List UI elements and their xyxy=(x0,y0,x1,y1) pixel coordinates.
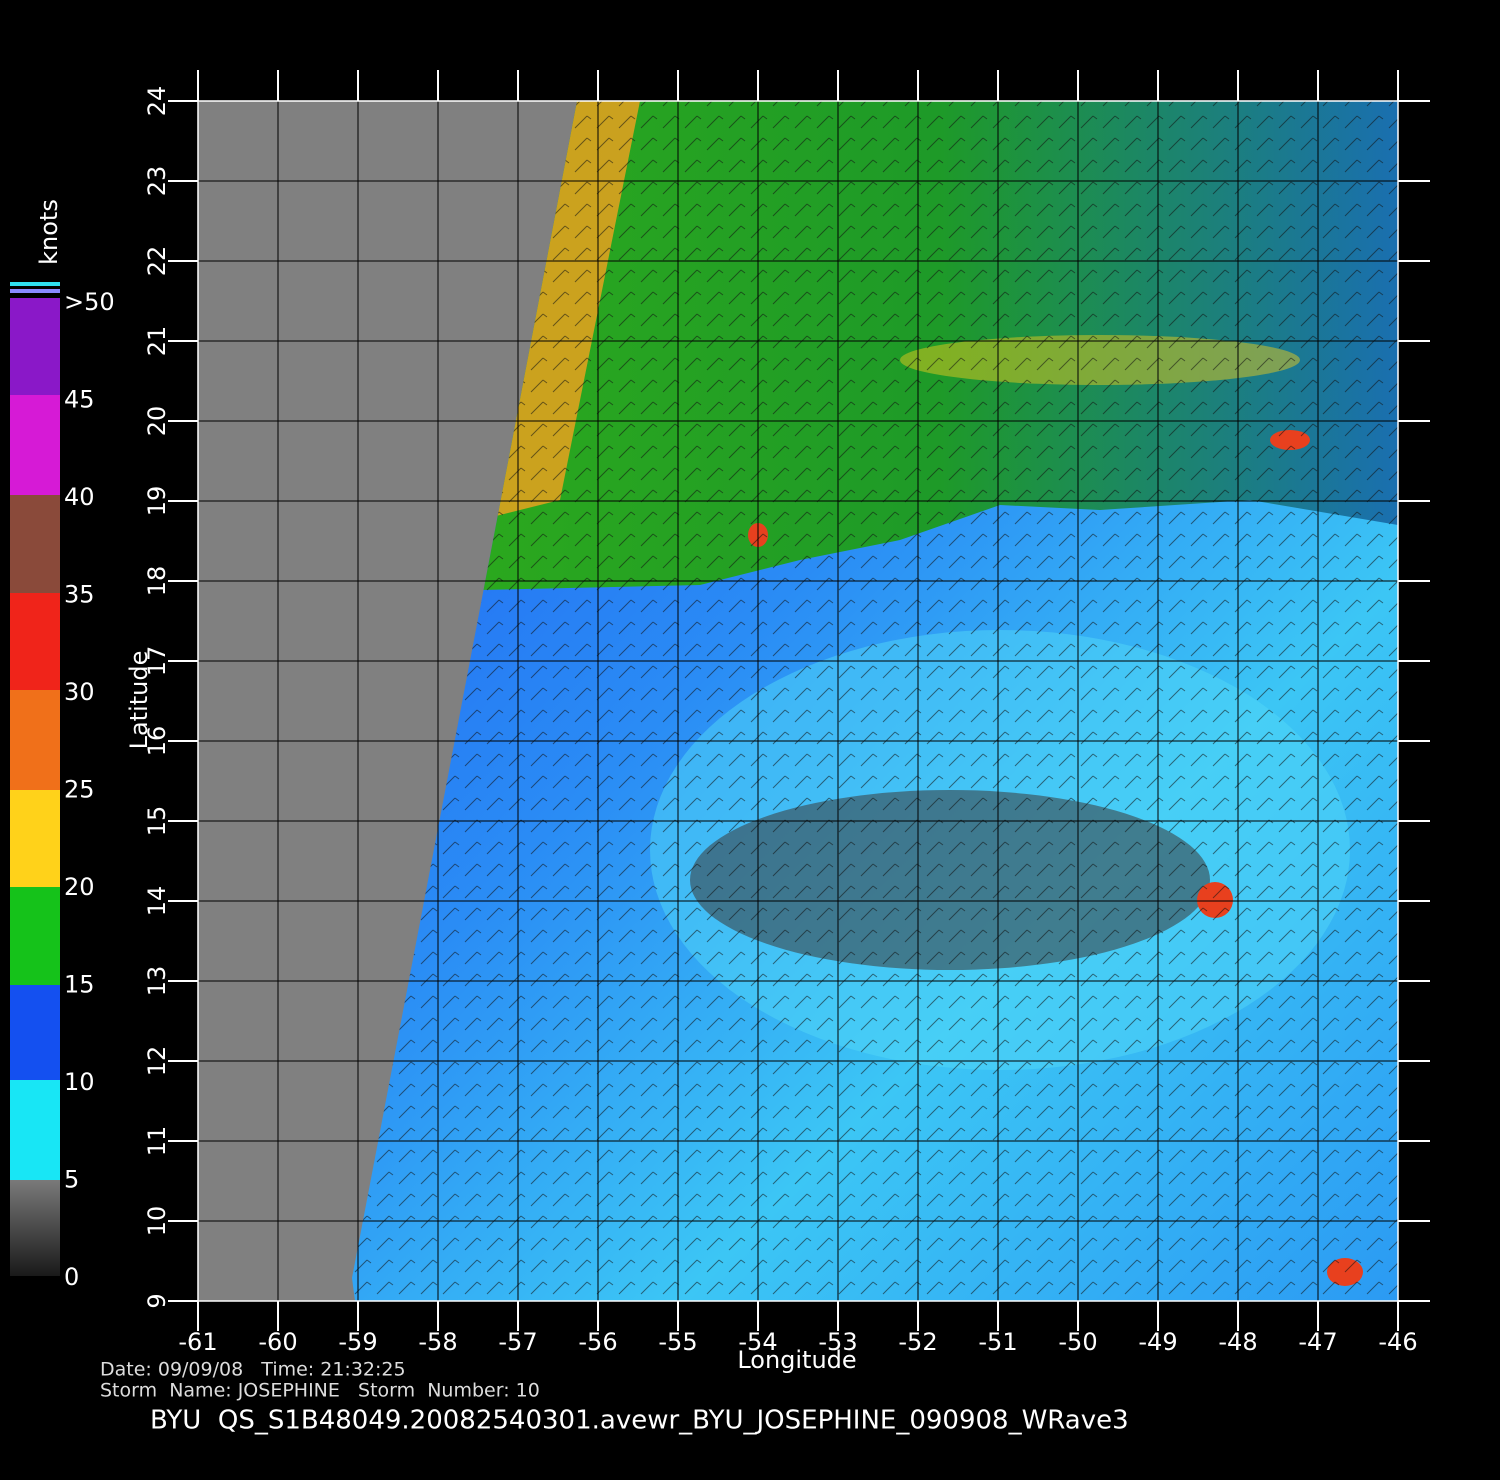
x-tick-label: -60 xyxy=(258,1328,297,1356)
colorbar-label: 0 xyxy=(64,1263,79,1291)
y-tick-label: 13 xyxy=(143,966,171,997)
y-tick-label: 12 xyxy=(143,1046,171,1077)
y-tick-label: 22 xyxy=(143,246,171,277)
x-tick-label: -50 xyxy=(1058,1328,1097,1356)
x-tick-label: -56 xyxy=(578,1328,617,1356)
colorbar-segment xyxy=(10,690,60,790)
y-tick-label: 11 xyxy=(143,1126,171,1157)
x-tick-label: -47 xyxy=(1298,1328,1337,1356)
colorbar-segment xyxy=(10,395,60,495)
colorbar-segment xyxy=(10,985,60,1080)
y-tick-label: 21 xyxy=(143,326,171,357)
colorbar-segment xyxy=(10,593,60,690)
y-axis-label: Latitude xyxy=(125,651,153,750)
wind-field xyxy=(352,101,1398,1301)
y-tick-label: 19 xyxy=(143,486,171,517)
x-tick-label: -49 xyxy=(1138,1328,1177,1356)
x-tick-label: -51 xyxy=(978,1328,1017,1356)
x-tick-label: -61 xyxy=(178,1328,217,1356)
x-tick-label: -48 xyxy=(1218,1328,1257,1356)
colorbar-segment xyxy=(10,1180,60,1276)
colorbar-segment xyxy=(10,1080,60,1180)
colorbar-label: 10 xyxy=(64,1068,95,1096)
y-tick-label: 24 xyxy=(143,86,171,117)
x-tick-label: -54 xyxy=(738,1328,777,1356)
colorbar-label: 40 xyxy=(64,483,95,511)
colorbar-label: 15 xyxy=(64,971,95,999)
y-tick-label: 20 xyxy=(143,406,171,437)
y-tick-label: 14 xyxy=(143,886,171,917)
y-tick-label: 10 xyxy=(143,1206,171,1237)
colorbar: knots 0 5 10 15 20 25 30 35 40 45 >50 xyxy=(10,199,115,1291)
x-axis-label: Longitude xyxy=(737,1346,856,1374)
y-tick-label: 18 xyxy=(143,566,171,597)
x-tick-label: -55 xyxy=(658,1328,697,1356)
colorbar-label: 35 xyxy=(64,581,95,609)
axes: -61 -60 -59 -58 -57 -56 -55 -54 -53 -52 -51 -50 -49 -… xyxy=(143,70,1430,1356)
x-tick-label: -53 xyxy=(818,1328,857,1356)
x-tick-label: -46 xyxy=(1378,1328,1417,1356)
date-line: Date: 09/09/08 Time: 21:32:25 xyxy=(100,1359,406,1381)
y-tick-label: 17 xyxy=(143,646,171,677)
x-tick-label: -52 xyxy=(898,1328,937,1356)
x-tick-label: -57 xyxy=(498,1328,537,1356)
y-tick-label: 9 xyxy=(143,1293,171,1308)
x-tick-label: -58 xyxy=(418,1328,457,1356)
colorbar-label: 5 xyxy=(64,1166,79,1194)
x-tick-label: -59 xyxy=(338,1328,377,1356)
colorbar-overflow xyxy=(10,289,60,293)
colorbar-label: 45 xyxy=(64,386,95,414)
colorbar-label: 25 xyxy=(64,776,95,804)
colorbar-unit: knots xyxy=(35,199,63,265)
colorbar-segment xyxy=(10,790,60,887)
storm-line: Storm Name: JOSEPHINE Storm Number: 10 xyxy=(100,1380,540,1402)
colorbar-segment xyxy=(10,887,60,985)
colorbar-overflow xyxy=(10,282,60,286)
y-tick-label: 15 xyxy=(143,806,171,837)
y-tick-label: 16 xyxy=(143,726,171,757)
colorbar-label: 20 xyxy=(64,873,95,901)
y-tick-label: 23 xyxy=(143,166,171,197)
colorbar-label: >50 xyxy=(64,288,115,316)
colorbar-label: 30 xyxy=(64,678,95,706)
title: BYU QS_S1B48049.20082540301.avewr_BYU_JO… xyxy=(150,1406,1129,1436)
plot-frame xyxy=(197,100,1399,1302)
colorbar-segment xyxy=(10,298,60,395)
colorbar-segment xyxy=(10,495,60,593)
